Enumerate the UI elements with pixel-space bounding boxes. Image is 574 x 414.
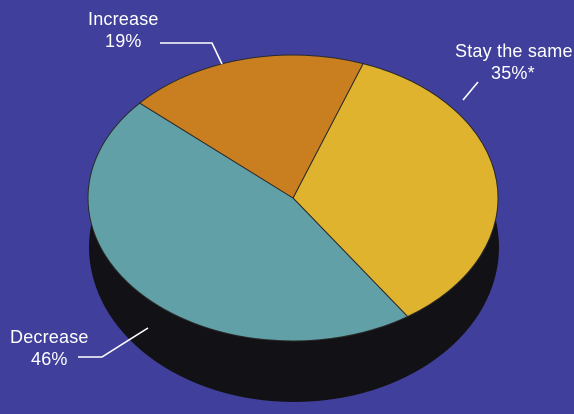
pie-slices (87, 54, 499, 342)
pie-slice-decrease (87, 102, 409, 342)
leader-lines (78, 42, 479, 358)
slice-value-text: 19% (105, 31, 142, 51)
slice-label-text: Increase (88, 9, 159, 29)
leader-line-stay (462, 81, 479, 101)
pie-slice-stay-the-same (292, 63, 499, 318)
leader-line-decrease (78, 327, 149, 358)
slice-label-text: Stay the same (455, 41, 573, 61)
leader-line-increase (160, 42, 223, 65)
slice-label-decrease: Decrease 46% (10, 326, 89, 370)
slice-label-stay-the-same: Stay the same 35%* (455, 40, 573, 84)
slice-value-text: 35%* (491, 63, 535, 83)
pie-slice-increase (138, 54, 364, 199)
slice-label-text: Decrease (10, 327, 89, 347)
slice-value-text: 46% (31, 349, 68, 369)
slice-label-increase: Increase 19% (88, 8, 159, 52)
